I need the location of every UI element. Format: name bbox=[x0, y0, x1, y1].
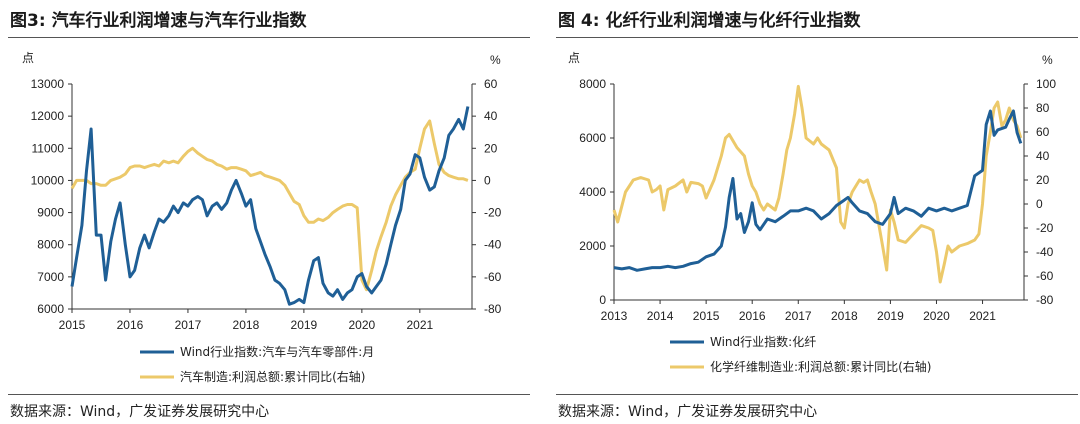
left-tick-label: 0 bbox=[599, 293, 606, 307]
left-tick-label: 10000 bbox=[31, 173, 65, 187]
series-line-1 bbox=[70, 119, 469, 292]
figure-4-label: 图 4: bbox=[558, 11, 600, 31]
figure-3-top-rule bbox=[8, 37, 530, 38]
x-tick-label: 2014 bbox=[647, 309, 674, 323]
left-unit-label: 点 bbox=[22, 51, 34, 65]
left-tick-label: 12000 bbox=[31, 109, 65, 123]
series-line-1 bbox=[612, 84, 1023, 284]
figure-4-source: 数据来源：Wind，广发证券发展研究中心 bbox=[558, 404, 818, 420]
legend-label-1: 化学纤维制造业:利润总额:累计同比(右轴) bbox=[710, 359, 931, 374]
x-tick-label: 2019 bbox=[291, 318, 318, 332]
legend-label-0: Wind行业指数:汽车与汽车零部件:月 bbox=[180, 344, 374, 359]
legend-label-0: Wind行业指数:化纤 bbox=[710, 334, 816, 349]
left-tick-label: 2000 bbox=[579, 239, 606, 253]
x-tick-label: 2019 bbox=[877, 309, 904, 323]
right-tick-label: -60 bbox=[1036, 269, 1054, 283]
figure-4-panel: 图 4: 化纤行业利润增速与化纤行业指数 点% 0 2000 4000 6000 8000… bbox=[548, 0, 1078, 424]
x-tick-label: 2021 bbox=[969, 309, 996, 323]
right-tick-label: 0 bbox=[484, 173, 491, 187]
left-tick-label: 13000 bbox=[31, 77, 65, 91]
right-tick-label: 60 bbox=[1036, 125, 1050, 139]
right-tick-label: 100 bbox=[1036, 77, 1056, 91]
figure-3-label: 图3: bbox=[10, 11, 46, 31]
right-tick-label: 80 bbox=[1036, 101, 1050, 115]
figure-4-title-text: 化纤行业利润增速与化纤行业指数 bbox=[605, 11, 861, 31]
series-line-0 bbox=[613, 109, 1023, 272]
figure-4-title: 图 4: 化纤行业利润增速与化纤行业指数 bbox=[558, 6, 860, 31]
figure-4-chart: 点 % 0 2000 4000 6000 8000 -80 -60 -40 -20 0 20 40 60 80… bbox=[568, 51, 1056, 374]
x-tick-label: 2015 bbox=[59, 318, 86, 332]
right-tick-label: 20 bbox=[1036, 173, 1050, 187]
right-tick-label: -60 bbox=[484, 270, 502, 284]
figure-4-top-rule bbox=[556, 37, 1078, 38]
x-tick-label: 2016 bbox=[117, 318, 144, 332]
x-tick-label: 2016 bbox=[739, 309, 766, 323]
left-tick-label: 9000 bbox=[37, 206, 64, 220]
x-tick-label: 2018 bbox=[831, 309, 858, 323]
left-tick-label: 4000 bbox=[579, 185, 606, 199]
left-unit-label: 点 bbox=[568, 51, 580, 65]
right-unit-label: % bbox=[490, 53, 501, 67]
figure-4-bottom-rule bbox=[556, 394, 1078, 395]
x-tick-label: 2015 bbox=[693, 309, 720, 323]
right-tick-label: -80 bbox=[1036, 293, 1054, 307]
x-tick-label: 2017 bbox=[175, 318, 202, 332]
right-tick-label: -20 bbox=[1036, 221, 1054, 235]
legend-label-1: 汽车制造:利润总额:累计同比(右轴) bbox=[180, 369, 365, 384]
left-tick-label: 11000 bbox=[32, 141, 65, 155]
right-tick-label: 40 bbox=[1036, 149, 1050, 163]
x-tick-label: 2020 bbox=[923, 309, 950, 323]
right-tick-label: 60 bbox=[484, 77, 498, 91]
right-tick-label: -80 bbox=[484, 302, 502, 316]
right-unit-label: % bbox=[1042, 53, 1053, 67]
right-tick-label: 20 bbox=[484, 141, 498, 155]
x-tick-label: 2018 bbox=[233, 318, 260, 332]
series-line-0 bbox=[70, 106, 470, 306]
figure-3-panel: 图3: 汽车行业利润增速与汽车行业指数 点% 6000 7000 8000 9000 10… bbox=[0, 0, 530, 424]
figure-3-title-text: 汽车行业利润增速与汽车行业指数 bbox=[51, 11, 307, 31]
figure-3-bottom-rule bbox=[8, 394, 530, 395]
left-tick-label: 6000 bbox=[579, 131, 606, 145]
x-tick-label: 2020 bbox=[349, 318, 376, 332]
x-tick-label: 2017 bbox=[785, 309, 812, 323]
x-tick-label: 2013 bbox=[601, 309, 628, 323]
right-tick-label: -40 bbox=[484, 238, 502, 252]
figure-3-chart: 点 % 6000 7000 8000 9000 10000 11000 12000 13000 -8… bbox=[22, 51, 502, 384]
right-tick-label: 0 bbox=[1036, 197, 1043, 211]
x-tick-label: 2021 bbox=[406, 318, 433, 332]
left-tick-label: 7000 bbox=[37, 270, 64, 284]
figure-3-title: 图3: 汽车行业利润增速与汽车行业指数 bbox=[10, 6, 307, 31]
left-tick-label: 8000 bbox=[37, 238, 64, 252]
figure-3-source: 数据来源：Wind，广发证券发展研究中心 bbox=[10, 404, 270, 420]
right-tick-label: -20 bbox=[484, 206, 502, 220]
right-tick-label: 40 bbox=[484, 109, 498, 123]
left-tick-label: 6000 bbox=[37, 302, 64, 316]
right-tick-label: -40 bbox=[1036, 245, 1054, 259]
left-tick-label: 8000 bbox=[579, 77, 606, 91]
